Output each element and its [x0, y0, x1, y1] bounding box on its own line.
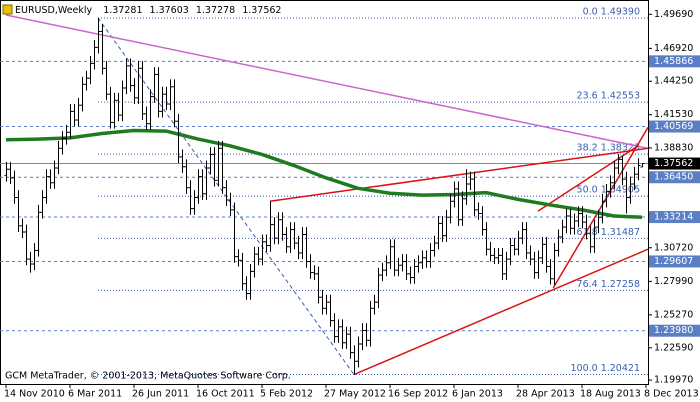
indicators [5, 14, 649, 376]
trendline [537, 145, 639, 212]
x-tick-label: 5 Feb 2012 [260, 389, 313, 400]
trendline [269, 147, 649, 202]
x-tick-label: 26 Jun 2011 [132, 389, 189, 400]
plot-frame [0, 0, 649, 385]
y-tick-label: 1.44250 [654, 76, 693, 87]
level-label: 1.45866 [654, 56, 693, 67]
y-tick-label: 1.46920 [654, 43, 693, 54]
fib-label: 23.6 1.42553 [577, 91, 640, 102]
x-tick-label: 27 May 2012 [324, 389, 386, 400]
level-label-bg [649, 171, 700, 184]
x-tick-label: 14 Nov 2010 [4, 389, 65, 400]
footer: GCM MetaTrader, © 2001-2013, MetaQuotes … [5, 371, 291, 382]
fib-label: 38.2 1.38323 [577, 143, 640, 154]
level-label: 1.40569 [654, 121, 693, 132]
fib-label: 0.0 1.49390 [583, 6, 640, 17]
price-label: 1.37562 [654, 158, 693, 169]
last-high: 1.37603 [150, 5, 189, 16]
bars [4, 17, 645, 375]
trendline [5, 14, 649, 150]
x-tick-label: 16 Sep 2012 [388, 389, 448, 400]
x-tick-label: 6 Mar 2011 [68, 389, 122, 400]
last-open: 1.37281 [103, 5, 142, 16]
y-tick-label: 1.38830 [654, 142, 693, 153]
y-tick-label: 1.22590 [654, 342, 693, 353]
x-tick-label: 18 Aug 2013 [580, 389, 641, 400]
level-label-bg [649, 211, 700, 224]
last-close: 1.37562 [242, 5, 281, 16]
x-tick-label: 28 Apr 2013 [516, 389, 575, 400]
symbol: EURUSD,Weekly [15, 5, 93, 16]
price-label-bg [649, 157, 700, 170]
level-label-bg [649, 255, 700, 268]
y-tick-label: 1.27990 [654, 276, 693, 287]
level-label-bg [649, 120, 700, 133]
y-tick-label: 1.19970 [654, 375, 693, 386]
fib-label: 100.0 1.20421 [570, 363, 640, 374]
fib-label: 61.8 1.31487 [577, 227, 640, 238]
last-low: 1.37278 [196, 5, 235, 16]
symbol-icon [2, 4, 13, 15]
trendline [353, 248, 649, 376]
x-tick-label: 8 Dec 2013 [644, 389, 699, 400]
chart-title: EURUSD,Weekly 1.37281 1.37603 1.37278 1.… [15, 5, 281, 16]
level-label: 1.29607 [654, 256, 693, 267]
level-label-bg [649, 55, 700, 68]
x-tick-label: 16 Oct 2011 [196, 389, 255, 400]
level-label: 1.33214 [654, 212, 693, 223]
fib-label: 76.4 1.27258 [577, 279, 640, 290]
moving-average [5, 128, 643, 219]
y-tick-label: 1.30720 [654, 242, 693, 253]
y-tick-label: 1.41530 [654, 109, 693, 120]
level-label-bg [649, 324, 700, 337]
fib-label: 50.0 1.34905 [577, 185, 640, 196]
y-tick-label: 1.25270 [654, 309, 693, 320]
level-label: 1.36450 [654, 172, 693, 183]
level-label: 1.23980 [654, 325, 693, 336]
axes: 1.49690 1.46920 1.44250 1.41530 1.38830 1.307… [4, 9, 700, 400]
trendline [552, 127, 649, 289]
y-tick-label: 1.49690 [654, 9, 693, 20]
x-tick-label: 6 Jan 2013 [452, 389, 503, 400]
